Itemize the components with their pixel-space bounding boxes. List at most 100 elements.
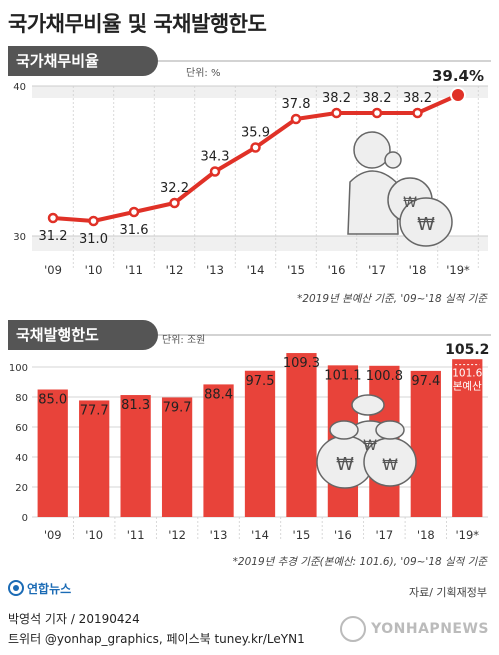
data-point xyxy=(209,166,221,177)
section-divider xyxy=(158,334,491,336)
bar xyxy=(120,395,151,517)
y-tick-label: 0 xyxy=(22,513,28,524)
bar-value-label: 88.4 xyxy=(204,387,233,402)
bar xyxy=(37,389,68,517)
note-debt: *2019년 본예산 기준, '09~'18 실적 기준 xyxy=(297,293,487,305)
data-label: 31.2 xyxy=(39,229,68,244)
bar-value-label: 97.5 xyxy=(246,374,275,389)
bar xyxy=(244,370,276,517)
yonhapnews-logo-text: YONHAPNEWS xyxy=(371,621,489,637)
y-tick-label: 40 xyxy=(15,453,28,464)
x-tick-label: '18 xyxy=(409,263,427,277)
section-divider xyxy=(158,60,491,62)
main-title: 국가채무비율 및 국채발행한도 xyxy=(8,12,267,36)
data-label: 38.2 xyxy=(363,91,392,106)
bar-value-label: 81.3 xyxy=(121,398,150,413)
bar-value-label: 79.7 xyxy=(163,400,192,415)
unit-label-debt: 단위: % xyxy=(186,68,221,79)
source-note: 자료/ 기획재정부 xyxy=(408,586,487,599)
yonhap-logo-icon xyxy=(8,580,24,596)
x-tick-label: '10 xyxy=(85,263,103,277)
x-tick-label: '16 xyxy=(328,263,346,277)
bond-issuance-bar-chart: 0 20 40 60 80 100 85.0 '09 77.7 '10 81.3 '11 79.7 '12… xyxy=(9,342,490,542)
bar xyxy=(161,397,193,517)
data-point xyxy=(371,107,383,119)
data-label: 35.9 xyxy=(241,126,270,141)
x-tick-label: '13 xyxy=(206,263,224,277)
data-point xyxy=(290,113,302,125)
data-label: 37.8 xyxy=(282,97,311,112)
section-label-bond-limit: 국채발행한도 xyxy=(8,320,158,350)
bar-value-label: 77.7 xyxy=(80,403,109,418)
x-tick-label: '12 xyxy=(166,263,184,277)
data-label: 38.2 xyxy=(322,91,351,106)
svg-text:₩: ₩ xyxy=(382,455,398,474)
social-links: 트위터 @yonhap_graphics, 페이스북 tuney.kr/LeYN… xyxy=(8,632,305,646)
data-label: 38.2 xyxy=(403,91,432,106)
x-tick-label: '14 xyxy=(251,528,269,542)
data-label: 31.0 xyxy=(79,232,108,247)
bar xyxy=(452,359,483,517)
yonhap-logo-text: 연합뉴스 xyxy=(27,581,72,596)
data-label: 34.3 xyxy=(201,150,230,165)
x-tick-label: '15 xyxy=(287,263,305,277)
x-tick-label: '17 xyxy=(375,528,393,542)
svg-text:₩: ₩ xyxy=(403,195,417,211)
section-header-bond-limit: 국채발행한도 xyxy=(8,320,491,350)
note-bond: *2019년 추경 기준(본예산: 101.6), '09~'18 실적 기준 xyxy=(232,556,487,568)
bar xyxy=(410,370,441,517)
yonhapnews-logo-icon xyxy=(340,616,367,642)
data-point xyxy=(47,212,59,224)
bar-value-label: 105.2 xyxy=(445,342,489,358)
svg-text:₩: ₩ xyxy=(417,214,435,235)
yonhapnews-watermark: YONHAPNEWS xyxy=(340,616,489,642)
x-tick-label: '11 xyxy=(125,263,143,277)
x-tick-label: '10 xyxy=(85,528,103,542)
section-header-debt-ratio: 국가채무비율 xyxy=(8,46,491,76)
bar-value-label: 109.3 xyxy=(283,356,320,371)
x-tick-label: '13 xyxy=(210,528,228,542)
data-point xyxy=(412,107,423,119)
x-tick-label: '09 xyxy=(44,263,62,277)
debt-ratio-line-chart: 30 40 '09 '10 '11 '12 '13 '14 '15 '16 '17 '18 '19* ₩₩… xyxy=(13,67,488,277)
bar xyxy=(286,353,317,517)
x-tick-label: '16 xyxy=(334,528,352,542)
data-point xyxy=(128,206,140,218)
bar-value-label: 101.1 xyxy=(324,368,361,383)
bar xyxy=(203,384,234,517)
x-tick-label: '18 xyxy=(417,528,435,542)
budget-text-label: 본예산 xyxy=(453,380,482,393)
bar xyxy=(79,400,110,517)
x-tick-label: '19* xyxy=(455,528,479,542)
data-point xyxy=(250,142,261,153)
budget-value-label: 101.6 xyxy=(452,368,482,380)
y-tick-label: 20 xyxy=(15,483,28,494)
bar-value-label: 85.0 xyxy=(38,393,67,408)
data-point xyxy=(169,197,180,209)
x-tick-label: '17 xyxy=(368,263,386,277)
y-tick-label: 30 xyxy=(13,232,26,243)
x-tick-label: '15 xyxy=(293,528,311,542)
unit-label-bond: 단위: 조원 xyxy=(162,335,206,346)
x-tick-label: '14 xyxy=(247,263,265,277)
x-tick-label: '11 xyxy=(127,528,145,542)
bar-value-label: 97.4 xyxy=(411,374,440,389)
data-point-highlight xyxy=(450,87,466,103)
illustration-moneybags-icon: ₩ ₩ ₩ xyxy=(316,394,417,489)
y-tick-label: 100 xyxy=(9,363,28,374)
data-label: 31.6 xyxy=(120,223,149,238)
yonhap-logo: 연합뉴스 xyxy=(8,578,71,598)
x-tick-label: '12 xyxy=(168,528,186,542)
illustration-person-moneybags-icon: ₩₩ xyxy=(347,131,453,247)
x-tick-label: '09 xyxy=(44,528,62,542)
y-tick-label: 60 xyxy=(15,423,28,434)
data-label: 32.2 xyxy=(160,181,189,196)
byline: 박영석 기자 / 20190424 xyxy=(8,612,140,626)
svg-text:₩: ₩ xyxy=(336,454,354,475)
data-point xyxy=(331,107,342,119)
x-tick-label: '19* xyxy=(446,263,470,277)
data-label: 39.4% xyxy=(432,67,484,85)
bar-value-label: 100.8 xyxy=(366,369,403,384)
svg-text:₩: ₩ xyxy=(363,438,377,454)
data-point xyxy=(88,215,99,227)
